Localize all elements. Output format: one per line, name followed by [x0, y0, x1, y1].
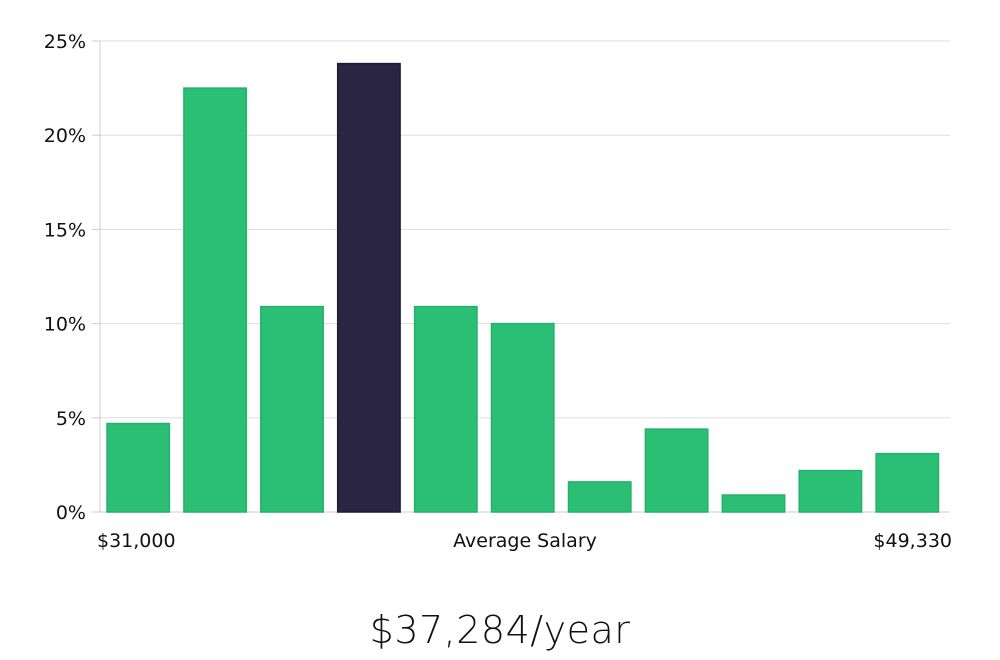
average-salary-value: $37,284/year	[369, 608, 631, 652]
bar	[106, 422, 171, 513]
bars	[106, 62, 940, 513]
y-tick-label: 20%	[44, 125, 86, 147]
y-tick-label: 5%	[56, 408, 86, 430]
bar	[644, 428, 709, 513]
bar	[567, 481, 632, 513]
y-tick-label: 15%	[44, 219, 86, 241]
bar-highlighted	[336, 62, 401, 513]
bar	[721, 494, 786, 513]
x-axis-title: Average Salary	[453, 530, 597, 552]
bar	[798, 469, 863, 513]
bar	[260, 305, 324, 513]
bar	[183, 87, 248, 513]
y-tick-labels: 0% 5% 10% 15% 20% 25%	[44, 31, 86, 524]
bar	[490, 322, 555, 513]
x-min-label: $31,000	[97, 530, 176, 552]
bar	[875, 452, 940, 513]
y-tick-label: 0%	[56, 502, 86, 524]
salary-histogram-chart: 0%5%10%15%20%25% $31,000 Average Salary …	[44, 31, 952, 552]
bar	[413, 305, 478, 513]
y-tick-label: 10%	[44, 314, 86, 336]
y-tick-label: 25%	[44, 31, 86, 53]
x-max-label: $49,330	[873, 530, 952, 552]
